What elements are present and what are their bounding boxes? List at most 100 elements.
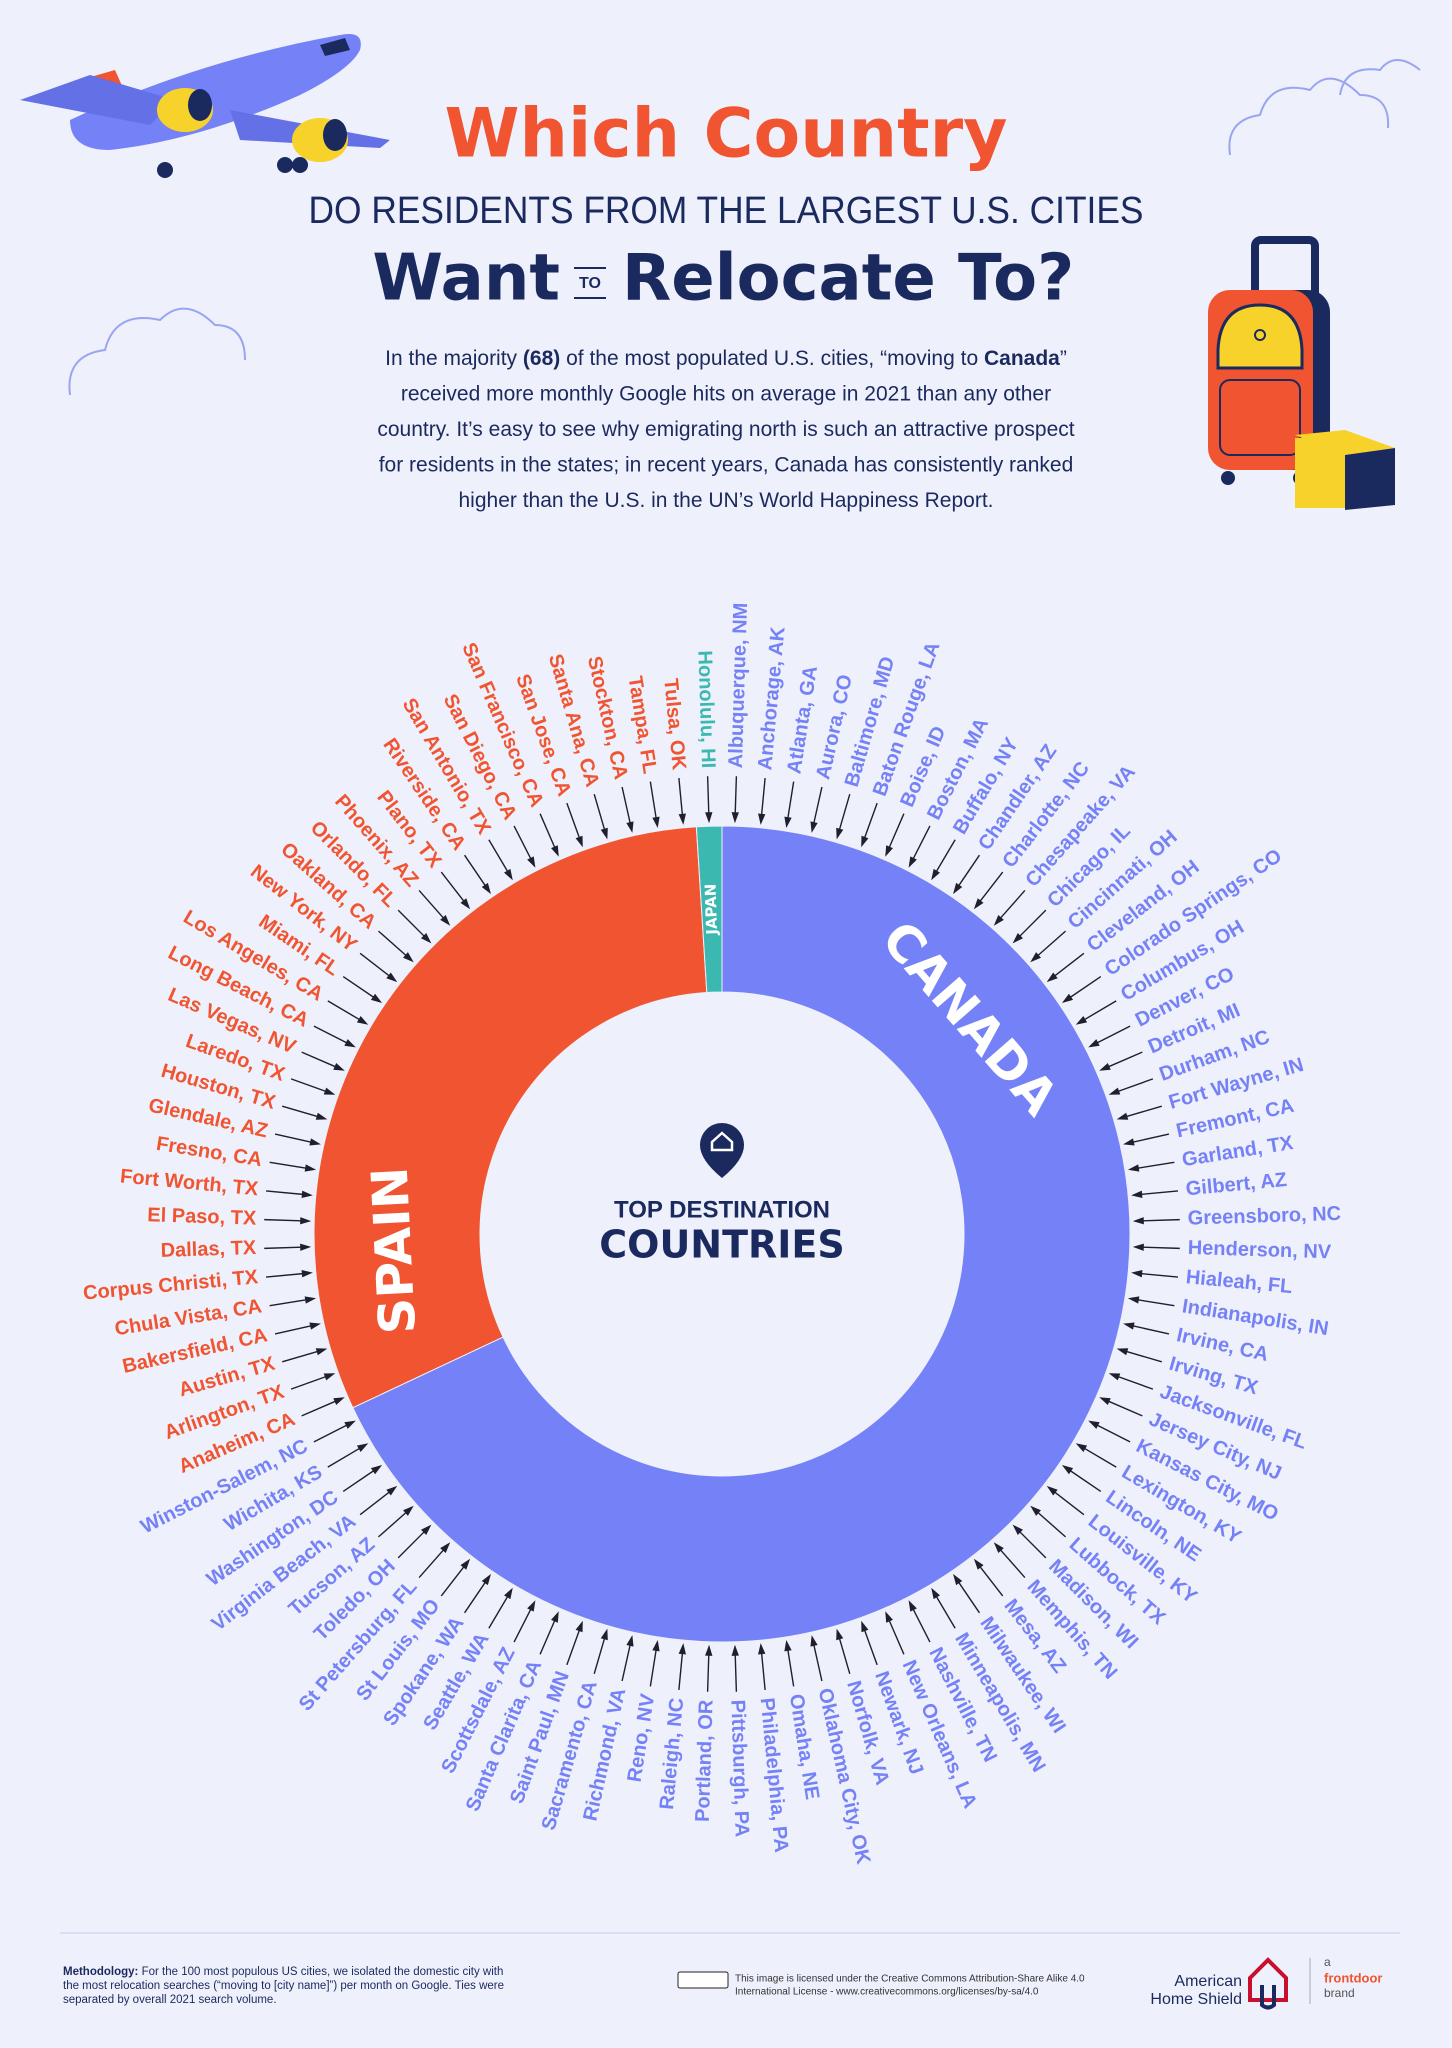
- arrow-head: [421, 1524, 432, 1535]
- arrow: [327, 1447, 360, 1468]
- arrow: [1108, 1400, 1143, 1417]
- arrow-head: [931, 868, 940, 881]
- arrow-head: [481, 882, 491, 895]
- arrow: [649, 781, 657, 819]
- city-label: Pittsburgh, PA: [726, 1699, 752, 1837]
- arrow-head: [953, 1573, 963, 1586]
- arrow: [838, 793, 851, 830]
- text-line: higher than the U.S. in the UN’s World H…: [459, 489, 994, 512]
- arrow-head: [1061, 993, 1074, 1003]
- arrow-head: [678, 813, 686, 825]
- arrow: [1132, 1133, 1170, 1143]
- arrow-head: [356, 1016, 369, 1025]
- arrow-head: [551, 1611, 559, 1623]
- arrow-head: [1116, 1348, 1129, 1356]
- arrow-head: [993, 915, 1004, 926]
- arrow-head: [323, 1087, 336, 1095]
- arrow: [264, 1246, 302, 1250]
- arrow: [418, 1549, 445, 1579]
- arrow: [958, 1581, 981, 1614]
- arrow-head: [652, 1639, 660, 1652]
- home-icon: [700, 1123, 744, 1178]
- arrow: [1019, 1531, 1047, 1559]
- partner-text: a: [1324, 1955, 1331, 1969]
- arrow-head: [731, 1644, 739, 1656]
- arrow-head: [1131, 1270, 1143, 1278]
- text-line: separated by overall 2021 search volume.: [63, 1994, 277, 2006]
- arrow-head: [300, 1217, 312, 1225]
- cc-badge: [677, 1971, 729, 1989]
- arrow: [566, 802, 581, 839]
- suitcase-illustration: [1208, 236, 1395, 510]
- arrow-head: [973, 1558, 984, 1570]
- intro-paragraph: In the majority (68) of the most populat…: [377, 347, 1074, 512]
- arrow: [1126, 1350, 1163, 1363]
- arrow: [1117, 1375, 1154, 1390]
- arrow: [513, 825, 532, 860]
- arrow: [706, 1654, 710, 1692]
- arrow: [1137, 1299, 1175, 1307]
- arrow-head: [323, 1373, 336, 1381]
- arrow: [760, 777, 766, 815]
- arrow: [787, 1649, 795, 1687]
- airplane-illustration: [20, 34, 390, 178]
- arrow: [1132, 1325, 1170, 1335]
- arrow-head: [356, 1443, 369, 1452]
- arrow: [678, 777, 684, 815]
- arrow-head: [908, 856, 917, 868]
- arrow: [264, 1218, 302, 1222]
- arrow: [1142, 1218, 1180, 1222]
- arrow-head: [731, 812, 739, 824]
- title-word: Want: [372, 242, 560, 316]
- arrow-head: [440, 915, 451, 926]
- text-run: ”: [1060, 347, 1067, 370]
- text-run: In the majority: [385, 347, 523, 370]
- cloud: [68, 307, 246, 396]
- arrow-head: [1088, 1420, 1100, 1429]
- arrow-head: [386, 972, 398, 983]
- arrow: [269, 1161, 307, 1169]
- arrow-head: [575, 1620, 583, 1633]
- text-line: country. It’s easy to see why emigrating…: [377, 418, 1074, 441]
- arrow-head: [784, 1639, 792, 1652]
- city-label: Portland, OR: [692, 1699, 718, 1822]
- arrow-head: [403, 1505, 414, 1516]
- arrow: [359, 952, 390, 977]
- arrow-head: [861, 835, 869, 848]
- arrow-head: [309, 1138, 321, 1146]
- methodology: Methodology: For the 100 most populous U…: [63, 1966, 504, 2006]
- arrow: [1084, 1000, 1117, 1021]
- arrow-head: [885, 845, 893, 857]
- segment-label: JAPAN: [701, 883, 721, 936]
- arrow: [734, 776, 738, 814]
- arrow: [813, 1644, 823, 1682]
- arrow: [935, 1596, 956, 1629]
- arrow-head: [527, 1600, 536, 1612]
- bold-text: (68): [523, 347, 560, 370]
- arrow: [912, 1608, 931, 1643]
- arrow: [290, 1078, 327, 1093]
- subtitle: DO RESIDENTS FROM THE LARGEST U.S. CITIE…: [309, 190, 1144, 232]
- arrow-head: [344, 1420, 356, 1429]
- arrow-head: [678, 1643, 686, 1655]
- arrow-head: [370, 993, 383, 1003]
- arrow-head: [403, 952, 414, 963]
- arrow-head: [333, 1063, 345, 1071]
- arrow: [539, 1620, 556, 1655]
- arrow: [397, 1531, 425, 1559]
- donut-segment: [313, 826, 708, 1409]
- arrow-head: [421, 933, 432, 944]
- arrow: [999, 889, 1026, 919]
- arrow: [566, 1629, 581, 1666]
- arrow: [593, 793, 606, 830]
- arrow-head: [810, 1635, 818, 1647]
- arrow-head: [440, 1542, 451, 1553]
- arrow: [621, 1644, 631, 1682]
- arrow: [1137, 1161, 1175, 1169]
- text-run: the most relocation searches (“moving to…: [63, 1980, 504, 1992]
- arrow-head: [1132, 1243, 1144, 1251]
- arrow-head: [309, 1322, 321, 1330]
- arrow-head: [1061, 1465, 1074, 1475]
- arrow: [1069, 975, 1102, 998]
- arrow-head: [600, 827, 608, 840]
